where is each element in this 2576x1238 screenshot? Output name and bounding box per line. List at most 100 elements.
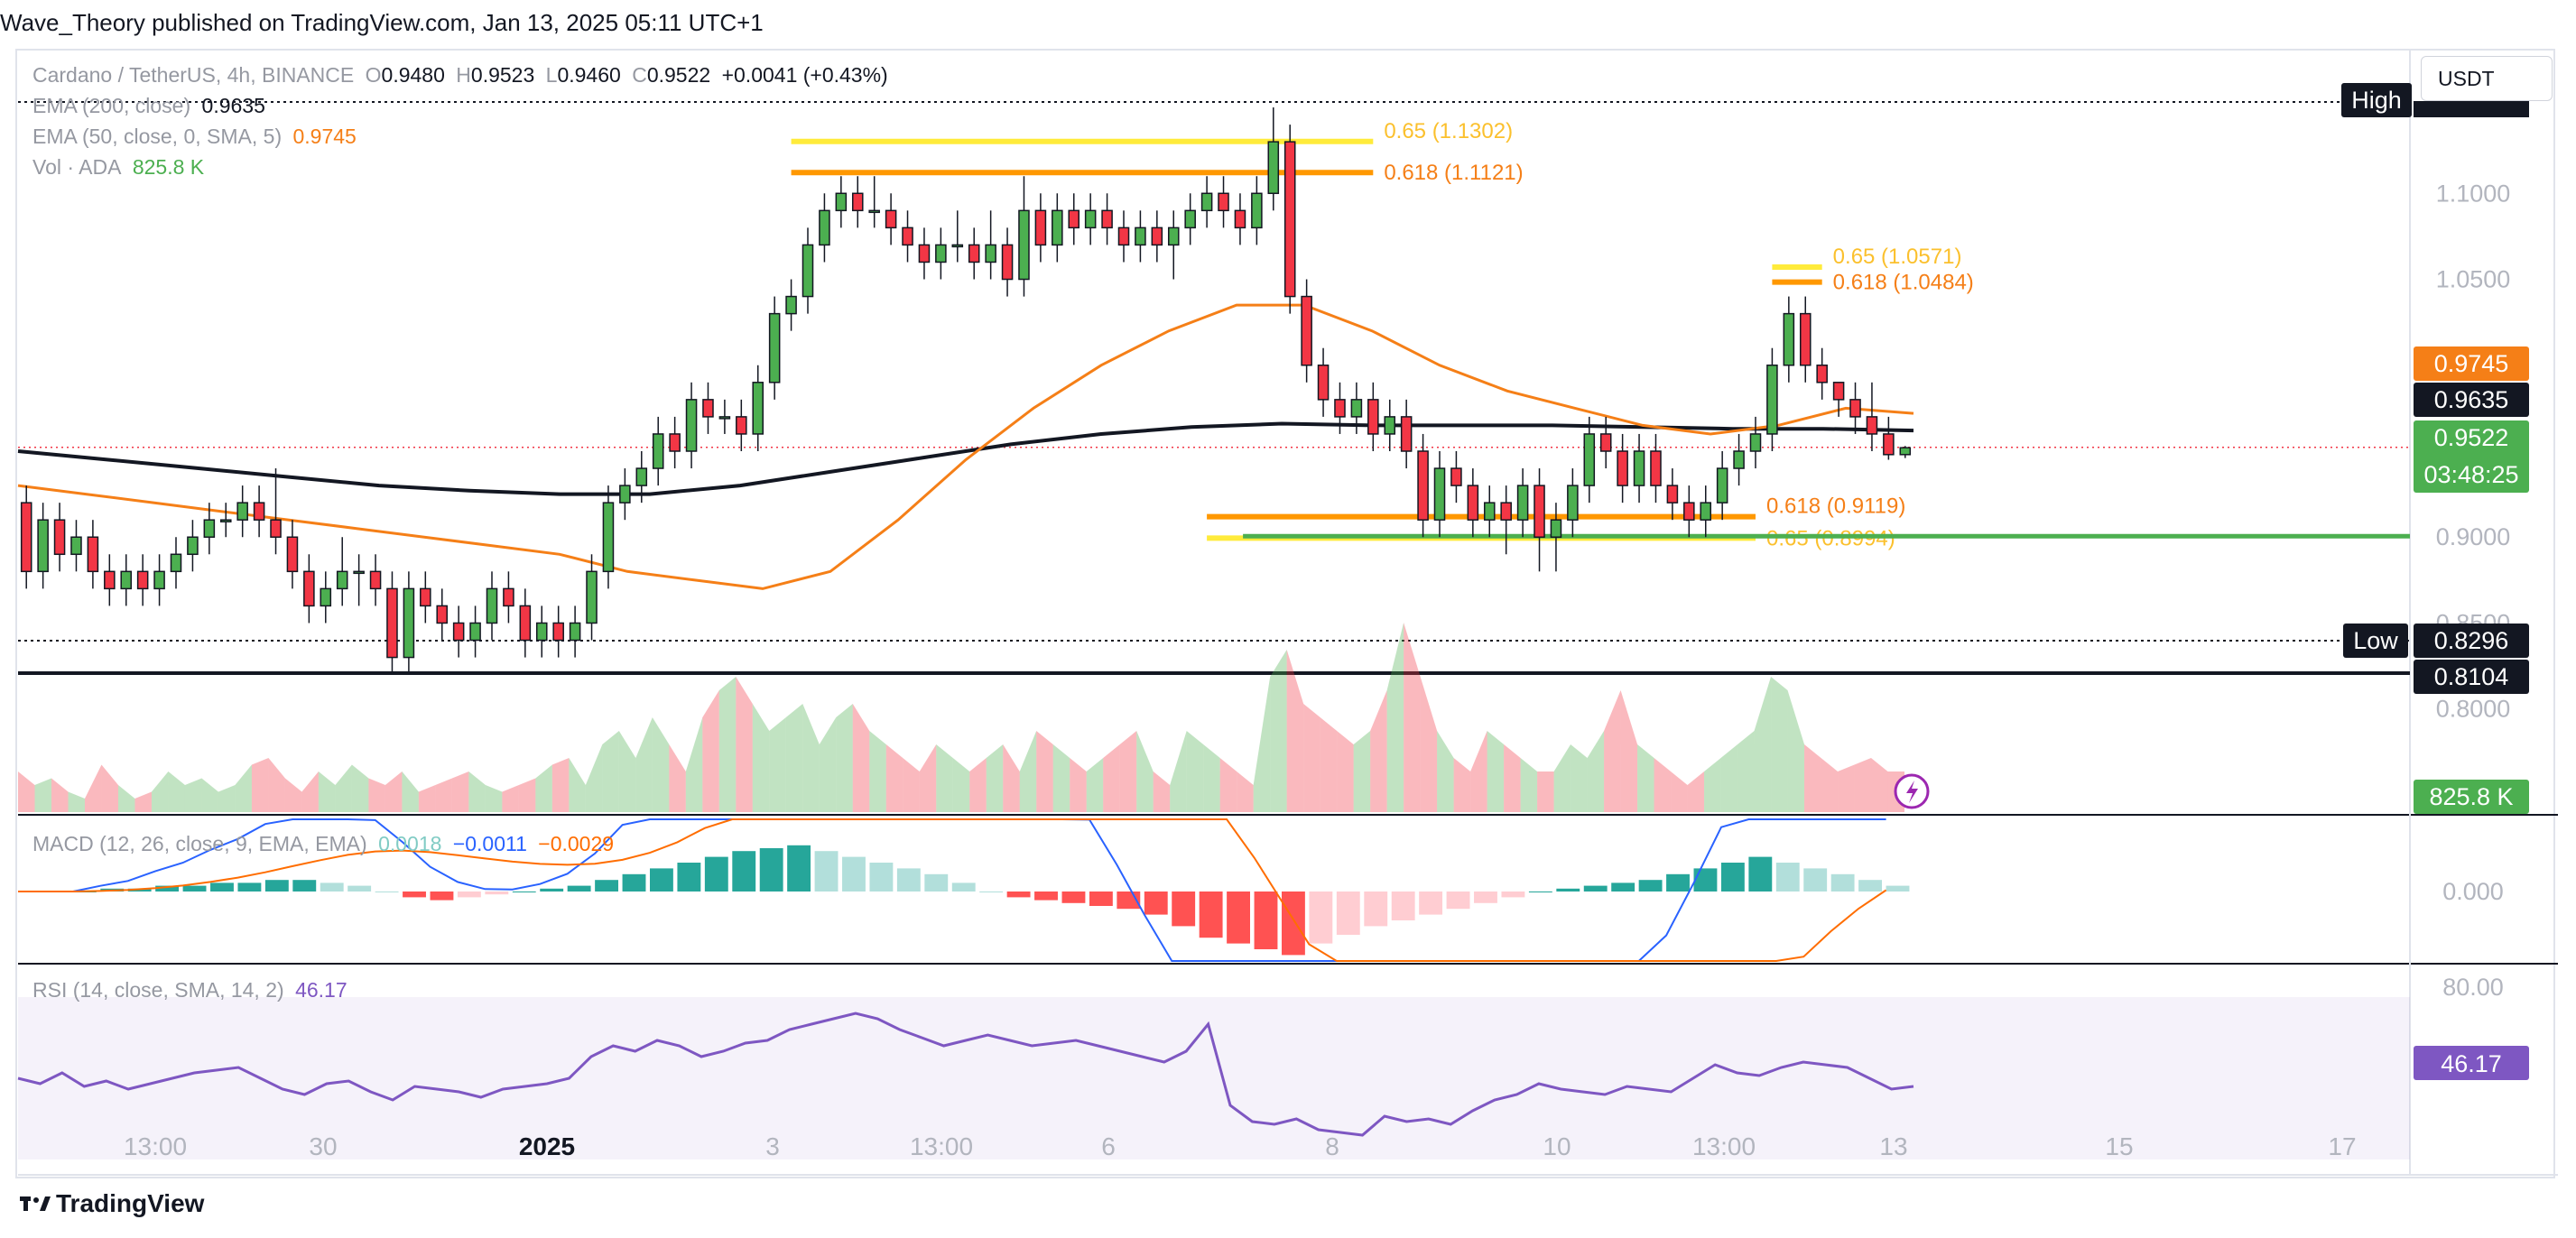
- candle-body: [1317, 365, 1330, 401]
- volume-segment: [1871, 758, 1888, 812]
- macd-histogram-bar: [896, 868, 921, 892]
- volume-segment: [1620, 690, 1638, 812]
- x-tick-label: 13:00: [1692, 1132, 1756, 1160]
- volume-segment: [1804, 744, 1821, 812]
- volume-segment: [551, 758, 570, 812]
- fib-level-label: 0.65 (1.0571): [1833, 245, 1962, 269]
- volume-segment: [502, 785, 519, 812]
- candle-body: [569, 622, 581, 642]
- x-tick-label: 6: [1101, 1132, 1116, 1160]
- candle-body: [1599, 433, 1612, 452]
- rsi-pane: [17, 997, 2410, 1159]
- volume-segment: [836, 704, 853, 812]
- candle-body: [835, 192, 848, 212]
- price-axis-tag: [2414, 660, 2529, 694]
- rsi-axis-tag: [2414, 1046, 2529, 1080]
- macd-histogram-bar: [1858, 880, 1882, 892]
- volume-legend: Vol · ADA 825.8 K: [32, 155, 209, 180]
- macd-histogram-bar: [567, 885, 591, 892]
- macd-histogram-bar: [704, 856, 728, 892]
- rsi-legend-value: 46.17: [295, 978, 347, 1002]
- candle-body: [1151, 226, 1163, 246]
- volume-segment: [251, 758, 269, 812]
- ohlc-high: 0.9523: [470, 63, 535, 87]
- volume-segment: [101, 764, 118, 812]
- symbol-title: Cardano / TetherUS, 4h, BINANCE: [32, 63, 355, 87]
- candle-body: [1068, 209, 1080, 229]
- candle-body: [1883, 433, 1895, 456]
- macd-histogram-bar: [677, 863, 701, 892]
- macd-histogram-bar: [1638, 880, 1663, 892]
- candle-body: [669, 433, 681, 452]
- candle-body: [718, 416, 731, 420]
- candle-body: [187, 536, 199, 556]
- volume-segment: [635, 717, 653, 812]
- candle-body: [104, 570, 116, 590]
- x-tick-label: 17: [2328, 1132, 2356, 1160]
- macd-histogram-bar: [1886, 885, 1910, 892]
- fib-level-label: 0.618 (1.0484): [1833, 271, 1974, 295]
- x-tick-label: 2025: [519, 1132, 575, 1160]
- volume-segment: [1520, 758, 1538, 812]
- currency-selector[interactable]: USDT: [2421, 56, 2553, 101]
- volume-segment: [1553, 744, 1571, 812]
- volume-segment: [84, 764, 102, 812]
- fib-level-label: 0.618 (1.1121): [1384, 161, 1523, 185]
- volume-segment: [885, 744, 903, 812]
- volume-segment: [1019, 731, 1037, 812]
- price-axis: 1.10001.05000.90000.85000.80000.75000.00…: [2341, 83, 2529, 1080]
- candle-body: [236, 502, 248, 521]
- macd-hist-value: 0.0018: [378, 832, 442, 855]
- candle-body: [1301, 295, 1312, 366]
- candle-body: [1783, 312, 1795, 366]
- candle-body: [1001, 244, 1014, 281]
- volume-segment: [802, 704, 820, 812]
- macd-histogram-bar: [1089, 892, 1113, 906]
- candle-body: [1467, 485, 1479, 521]
- candle-body: [1550, 519, 1562, 538]
- volume-segment: [785, 704, 803, 812]
- macd-histogram-bar: [292, 880, 317, 892]
- volume-segment: [869, 731, 886, 812]
- macd-histogram-bar: [430, 892, 454, 901]
- volume-segment: [952, 758, 970, 812]
- candle-body: [1117, 226, 1130, 246]
- currency-label: USDT: [2438, 66, 2495, 90]
- candle-body: [1700, 502, 1712, 521]
- candle-body: [1799, 312, 1812, 366]
- volume-segment: [736, 677, 753, 812]
- candle-body: [685, 399, 698, 452]
- volume-segment: [402, 771, 419, 812]
- macd-histogram-bar: [1556, 888, 1580, 892]
- macd-histogram-bar: [1172, 892, 1196, 927]
- volume-axis-tag-value: 825.8 K: [2429, 783, 2513, 810]
- publisher-line: Wave_Theory published on TradingView.com…: [0, 9, 764, 36]
- volume-segment: [117, 785, 135, 812]
- rsi-80-tick: 80.00: [2442, 974, 2504, 1001]
- volume-segment: [1587, 731, 1605, 812]
- candle-body: [519, 605, 532, 642]
- candle-body: [1167, 226, 1180, 246]
- ohlc-low-label: L: [545, 63, 558, 87]
- volume-segment: [1386, 623, 1404, 812]
- macd-histogram-bar: [1611, 882, 1635, 892]
- candle-body: [535, 622, 548, 642]
- volume-segment: [351, 764, 369, 812]
- macd-histogram-bar: [869, 863, 894, 892]
- candlestick-series: [20, 107, 1912, 675]
- macd-histogram-bar: [1830, 873, 1855, 892]
- candle-body: [1749, 433, 1762, 452]
- chart-frame: [15, 49, 2555, 1178]
- macd-histogram-bar: [1006, 892, 1031, 898]
- macd-histogram-bar: [1034, 892, 1058, 901]
- macd-histogram-bar: [347, 885, 372, 892]
- macd-histogram-bar: [1419, 892, 1443, 915]
- low-tag: [2343, 624, 2408, 658]
- volume-segment: [1186, 731, 1204, 812]
- candle-body: [1184, 209, 1196, 229]
- rsi-label: RSI (14, close, SMA, 14, 2): [32, 978, 284, 1002]
- volume-segment: [1720, 744, 1738, 812]
- candle-body: [1218, 192, 1229, 212]
- macd-histogram-bar: [155, 885, 180, 892]
